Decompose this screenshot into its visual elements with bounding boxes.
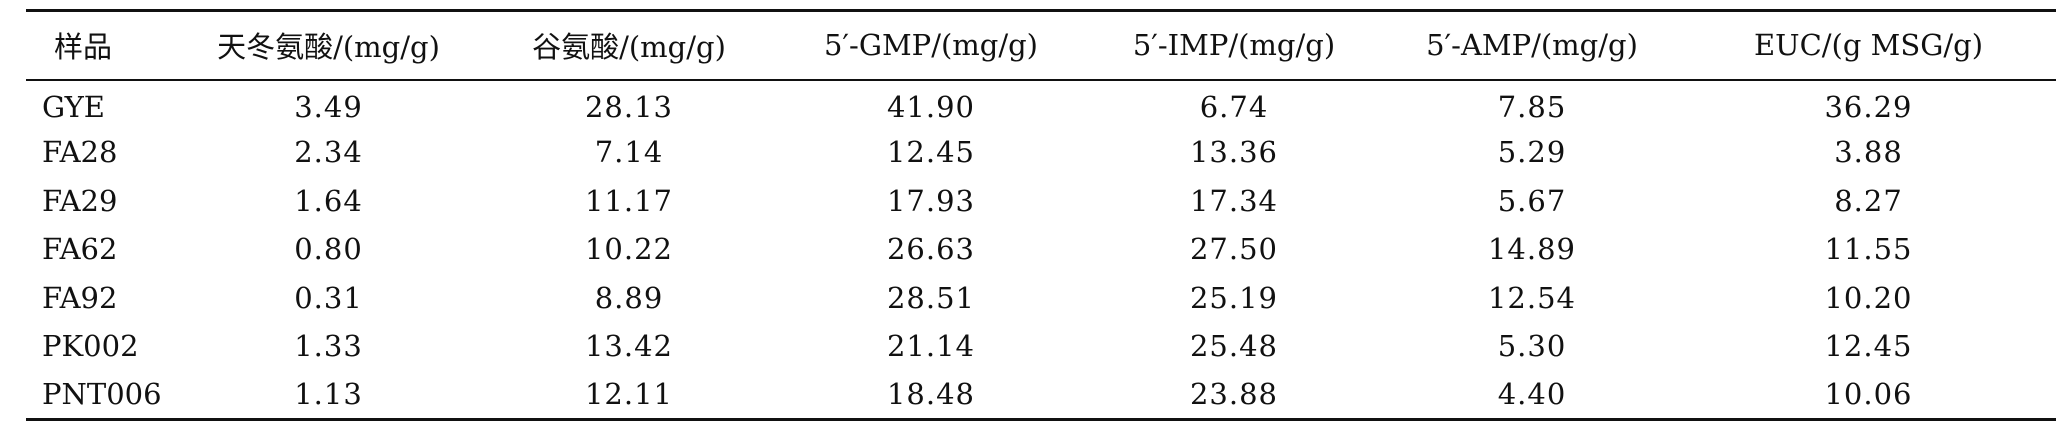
cell-value: 17.93 bbox=[886, 183, 976, 218]
cell-value: 28.13 bbox=[584, 90, 674, 125]
table-row: PNT006 1.13 12.11 18.48 23.88 4.40 10.06 bbox=[26, 370, 2056, 421]
cell-value: 21.14 bbox=[886, 329, 976, 364]
header-5-imp: 5′-IMP/(mg/g) bbox=[1085, 9, 1383, 81]
header-5-gmp: 5′-GMP/(mg/g) bbox=[777, 9, 1085, 81]
cell-value: 7.85 bbox=[1497, 90, 1567, 125]
table-row: FA28 2.34 7.14 12.45 13.36 5.29 3.88 bbox=[26, 128, 2056, 177]
header-sample: 样品 bbox=[26, 9, 176, 81]
cell-value: 18.48 bbox=[777, 370, 1085, 421]
cell-sample: PK002 bbox=[42, 329, 139, 364]
cell-value: 5.67 bbox=[1497, 183, 1567, 218]
cell-sample: FA29 bbox=[42, 183, 118, 218]
cell-value: 25.19 bbox=[1189, 280, 1279, 315]
cell-value: 0.31 bbox=[294, 280, 363, 315]
table-row: PK002 1.33 13.42 21.14 25.48 5.30 12.45 bbox=[26, 322, 2056, 371]
cell-value: 27.50 bbox=[1189, 232, 1279, 267]
header-5-amp: 5′-AMP/(mg/g) bbox=[1383, 9, 1681, 81]
cell-value: 26.63 bbox=[886, 232, 976, 267]
cell-value: 6.74 bbox=[1199, 90, 1269, 125]
cell-value: 17.34 bbox=[1189, 183, 1279, 218]
table-row: FA62 0.80 10.22 26.63 27.50 14.89 11.55 bbox=[26, 225, 2056, 274]
cell-value: 10.20 bbox=[1824, 280, 1913, 315]
cell-value: 23.88 bbox=[1085, 370, 1383, 421]
cell-sample: FA28 bbox=[42, 135, 118, 170]
cell-value: 4.40 bbox=[1383, 370, 1681, 421]
cell-value: 13.42 bbox=[584, 329, 674, 364]
cell-value: 10.06 bbox=[1681, 370, 2056, 421]
cell-value: 12.45 bbox=[1824, 329, 1913, 364]
cell-value: 7.14 bbox=[594, 135, 664, 170]
table-body: GYE 3.49 28.13 41.90 6.74 7.85 36.29 FA2… bbox=[26, 80, 2056, 421]
cell-value: 1.64 bbox=[294, 183, 363, 218]
cell-value: 11.17 bbox=[584, 183, 674, 218]
cell-value: 25.48 bbox=[1189, 329, 1279, 364]
cell-sample: FA92 bbox=[42, 280, 118, 315]
cell-value: 14.89 bbox=[1487, 232, 1577, 267]
cell-value: 36.29 bbox=[1824, 90, 1913, 125]
cell-value: 11.55 bbox=[1824, 232, 1913, 267]
cell-value: 8.27 bbox=[1834, 183, 1903, 218]
cell-sample: FA62 bbox=[42, 232, 118, 267]
header-aspartic-acid: 天冬氨酸/(mg/g) bbox=[176, 9, 481, 81]
table-row: GYE 3.49 28.13 41.90 6.74 7.85 36.29 bbox=[26, 80, 2056, 129]
cell-value: 2.34 bbox=[294, 135, 363, 170]
cell-value: 3.49 bbox=[294, 90, 363, 125]
data-table: 样品 天冬氨酸/(mg/g) 谷氨酸/(mg/g) 5′-GMP/(mg/g) … bbox=[26, 9, 2056, 421]
cell-value: 12.45 bbox=[886, 135, 976, 170]
table-header: 样品 天冬氨酸/(mg/g) 谷氨酸/(mg/g) 5′-GMP/(mg/g) … bbox=[26, 9, 2056, 81]
cell-value: 1.33 bbox=[294, 329, 363, 364]
cell-sample: GYE bbox=[42, 90, 105, 125]
cell-value: 41.90 bbox=[886, 90, 976, 125]
cell-value: 12.54 bbox=[1487, 280, 1577, 315]
header-glutamic-acid: 谷氨酸/(mg/g) bbox=[481, 9, 777, 81]
cell-value: 5.30 bbox=[1497, 329, 1567, 364]
header-row: 样品 天冬氨酸/(mg/g) 谷氨酸/(mg/g) 5′-GMP/(mg/g) … bbox=[26, 9, 2056, 81]
cell-value: 3.88 bbox=[1834, 135, 1903, 170]
cell-value: 0.80 bbox=[294, 232, 363, 267]
cell-sample: PNT006 bbox=[26, 370, 176, 421]
cell-value: 10.22 bbox=[584, 232, 674, 267]
cell-value: 13.36 bbox=[1189, 135, 1279, 170]
table-row: FA29 1.64 11.17 17.93 17.34 5.67 8.27 bbox=[26, 177, 2056, 226]
cell-value: 5.29 bbox=[1497, 135, 1567, 170]
header-euc: EUC/(g MSG/g) bbox=[1681, 9, 2056, 81]
table-row: FA92 0.31 8.89 28.51 25.19 12.54 10.20 bbox=[26, 274, 2056, 323]
cell-value: 1.13 bbox=[176, 370, 481, 421]
cell-value: 12.11 bbox=[481, 370, 777, 421]
cell-value: 8.89 bbox=[594, 280, 664, 315]
cell-value: 28.51 bbox=[886, 280, 976, 315]
